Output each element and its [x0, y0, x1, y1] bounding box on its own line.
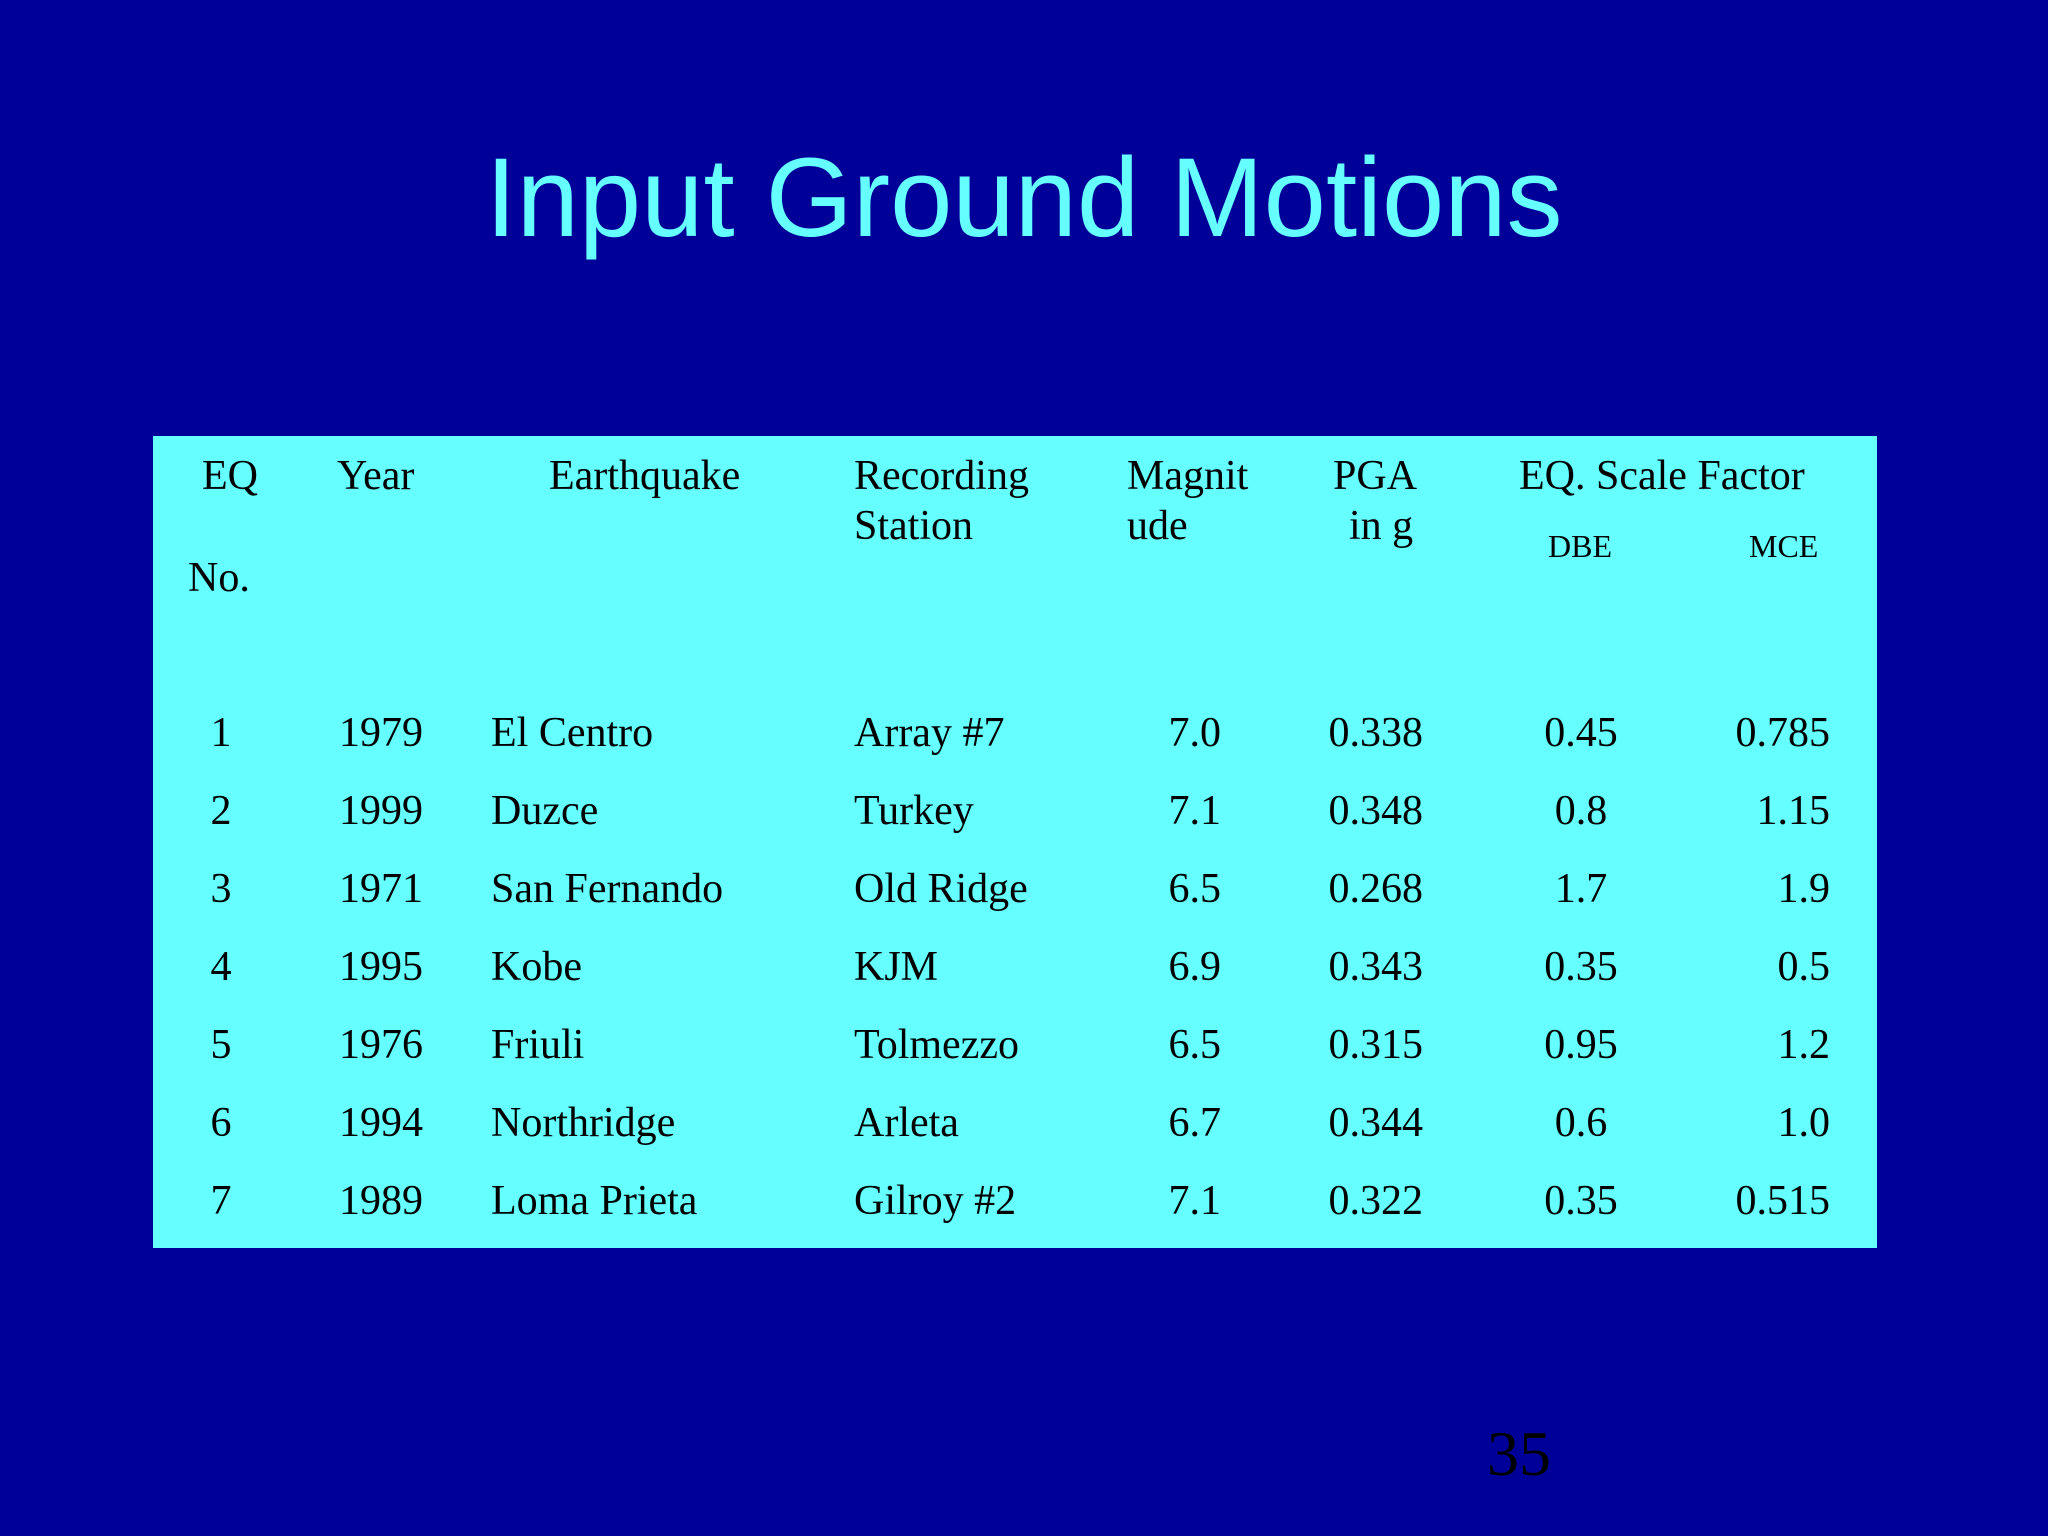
cell-magnitude: 7.1 [1168, 788, 1222, 834]
cell-mce: 1.15 [1756, 788, 1831, 834]
cell-magnitude: 7.0 [1168, 710, 1222, 756]
header-magnitude-line2: ude [1127, 503, 1188, 549]
cell-pga: 0.344 [1328, 1100, 1424, 1146]
cell-mce: 1.9 [1777, 866, 1831, 912]
cell-mce: 1.0 [1777, 1100, 1831, 1146]
cell-station: Tolmezzo [854, 1022, 1019, 1068]
header-station-line1: Recording [854, 453, 1029, 499]
cell-year: 1989 [339, 1178, 423, 1224]
cell-pga: 0.343 [1328, 944, 1424, 990]
header-mce: MCE [1749, 528, 1819, 564]
cell-magnitude: 6.5 [1168, 1022, 1222, 1068]
cell-magnitude: 7.1 [1168, 1178, 1222, 1224]
cell-dbe: 0.45 [1544, 710, 1618, 756]
slide-page-number: 35 [1487, 1418, 1551, 1489]
cell-magnitude: 6.7 [1168, 1100, 1222, 1146]
cell-station: Old Ridge [854, 866, 1028, 912]
header-eq-no-line1: EQ [202, 453, 258, 499]
cell-earthquake: Kobe [491, 944, 582, 990]
cell-eq-no: 4 [210, 944, 232, 990]
header-earthquake: Earthquake [549, 453, 741, 499]
cell-station: Gilroy #2 [854, 1178, 1017, 1224]
header-scale-factor: EQ. Scale Factor [1519, 453, 1805, 499]
cell-eq-no: 1 [210, 710, 232, 756]
cell-dbe: 0.35 [1544, 1178, 1618, 1224]
cell-dbe: 0.95 [1544, 1022, 1618, 1068]
header-year: Year [337, 453, 415, 499]
cell-year: 1976 [339, 1022, 423, 1068]
cell-pga: 0.338 [1328, 710, 1424, 756]
cell-mce: 0.5 [1777, 944, 1831, 990]
cell-earthquake: Friuli [491, 1022, 585, 1068]
cell-dbe: 0.8 [1554, 788, 1608, 834]
cell-dbe: 0.35 [1544, 944, 1618, 990]
cell-mce: 0.785 [1735, 710, 1831, 756]
header-pga-line1: PGA [1333, 453, 1418, 499]
cell-station: Array #7 [854, 710, 1005, 756]
ground-motion-table: EQ No. Year Earthquake Recording Station… [153, 436, 1877, 1248]
cell-eq-no: 6 [210, 1100, 232, 1146]
cell-eq-no: 7 [210, 1178, 232, 1224]
header-station-line2: Station [854, 503, 974, 549]
cell-dbe: 1.7 [1554, 866, 1608, 912]
cell-earthquake: Loma Prieta [491, 1178, 698, 1224]
cell-station: Arleta [854, 1100, 959, 1146]
cell-year: 1979 [339, 710, 423, 756]
cell-pga: 0.348 [1328, 788, 1424, 834]
cell-pga: 0.268 [1328, 866, 1424, 912]
cell-eq-no: 5 [210, 1022, 232, 1068]
cell-dbe: 0.6 [1554, 1100, 1608, 1146]
header-pga-line2: in g [1349, 503, 1414, 549]
cell-earthquake: San Fernando [491, 866, 724, 912]
cell-year: 1999 [339, 788, 423, 834]
header-magnitude-line1: Magnit [1127, 453, 1249, 499]
cell-year: 1971 [339, 866, 423, 912]
cell-pga: 0.322 [1328, 1178, 1424, 1224]
cell-pga: 0.315 [1328, 1022, 1424, 1068]
cell-earthquake: Northridge [491, 1100, 676, 1146]
header-dbe: DBE [1548, 528, 1612, 564]
header-eq-no-line2: No. [188, 555, 250, 601]
cell-year: 1994 [339, 1100, 423, 1146]
cell-eq-no: 3 [210, 866, 232, 912]
cell-station: KJM [854, 944, 939, 990]
cell-station: Turkey [854, 788, 974, 834]
cell-earthquake: El Centro [491, 710, 654, 756]
cell-mce: 0.515 [1735, 1178, 1831, 1224]
cell-mce: 1.2 [1777, 1022, 1831, 1068]
cell-year: 1995 [339, 944, 423, 990]
cell-magnitude: 6.5 [1168, 866, 1222, 912]
slide-title: Input Ground Motions [485, 135, 1563, 260]
cell-eq-no: 2 [210, 788, 232, 834]
cell-earthquake: Duzce [491, 788, 599, 834]
cell-magnitude: 6.9 [1168, 944, 1222, 990]
